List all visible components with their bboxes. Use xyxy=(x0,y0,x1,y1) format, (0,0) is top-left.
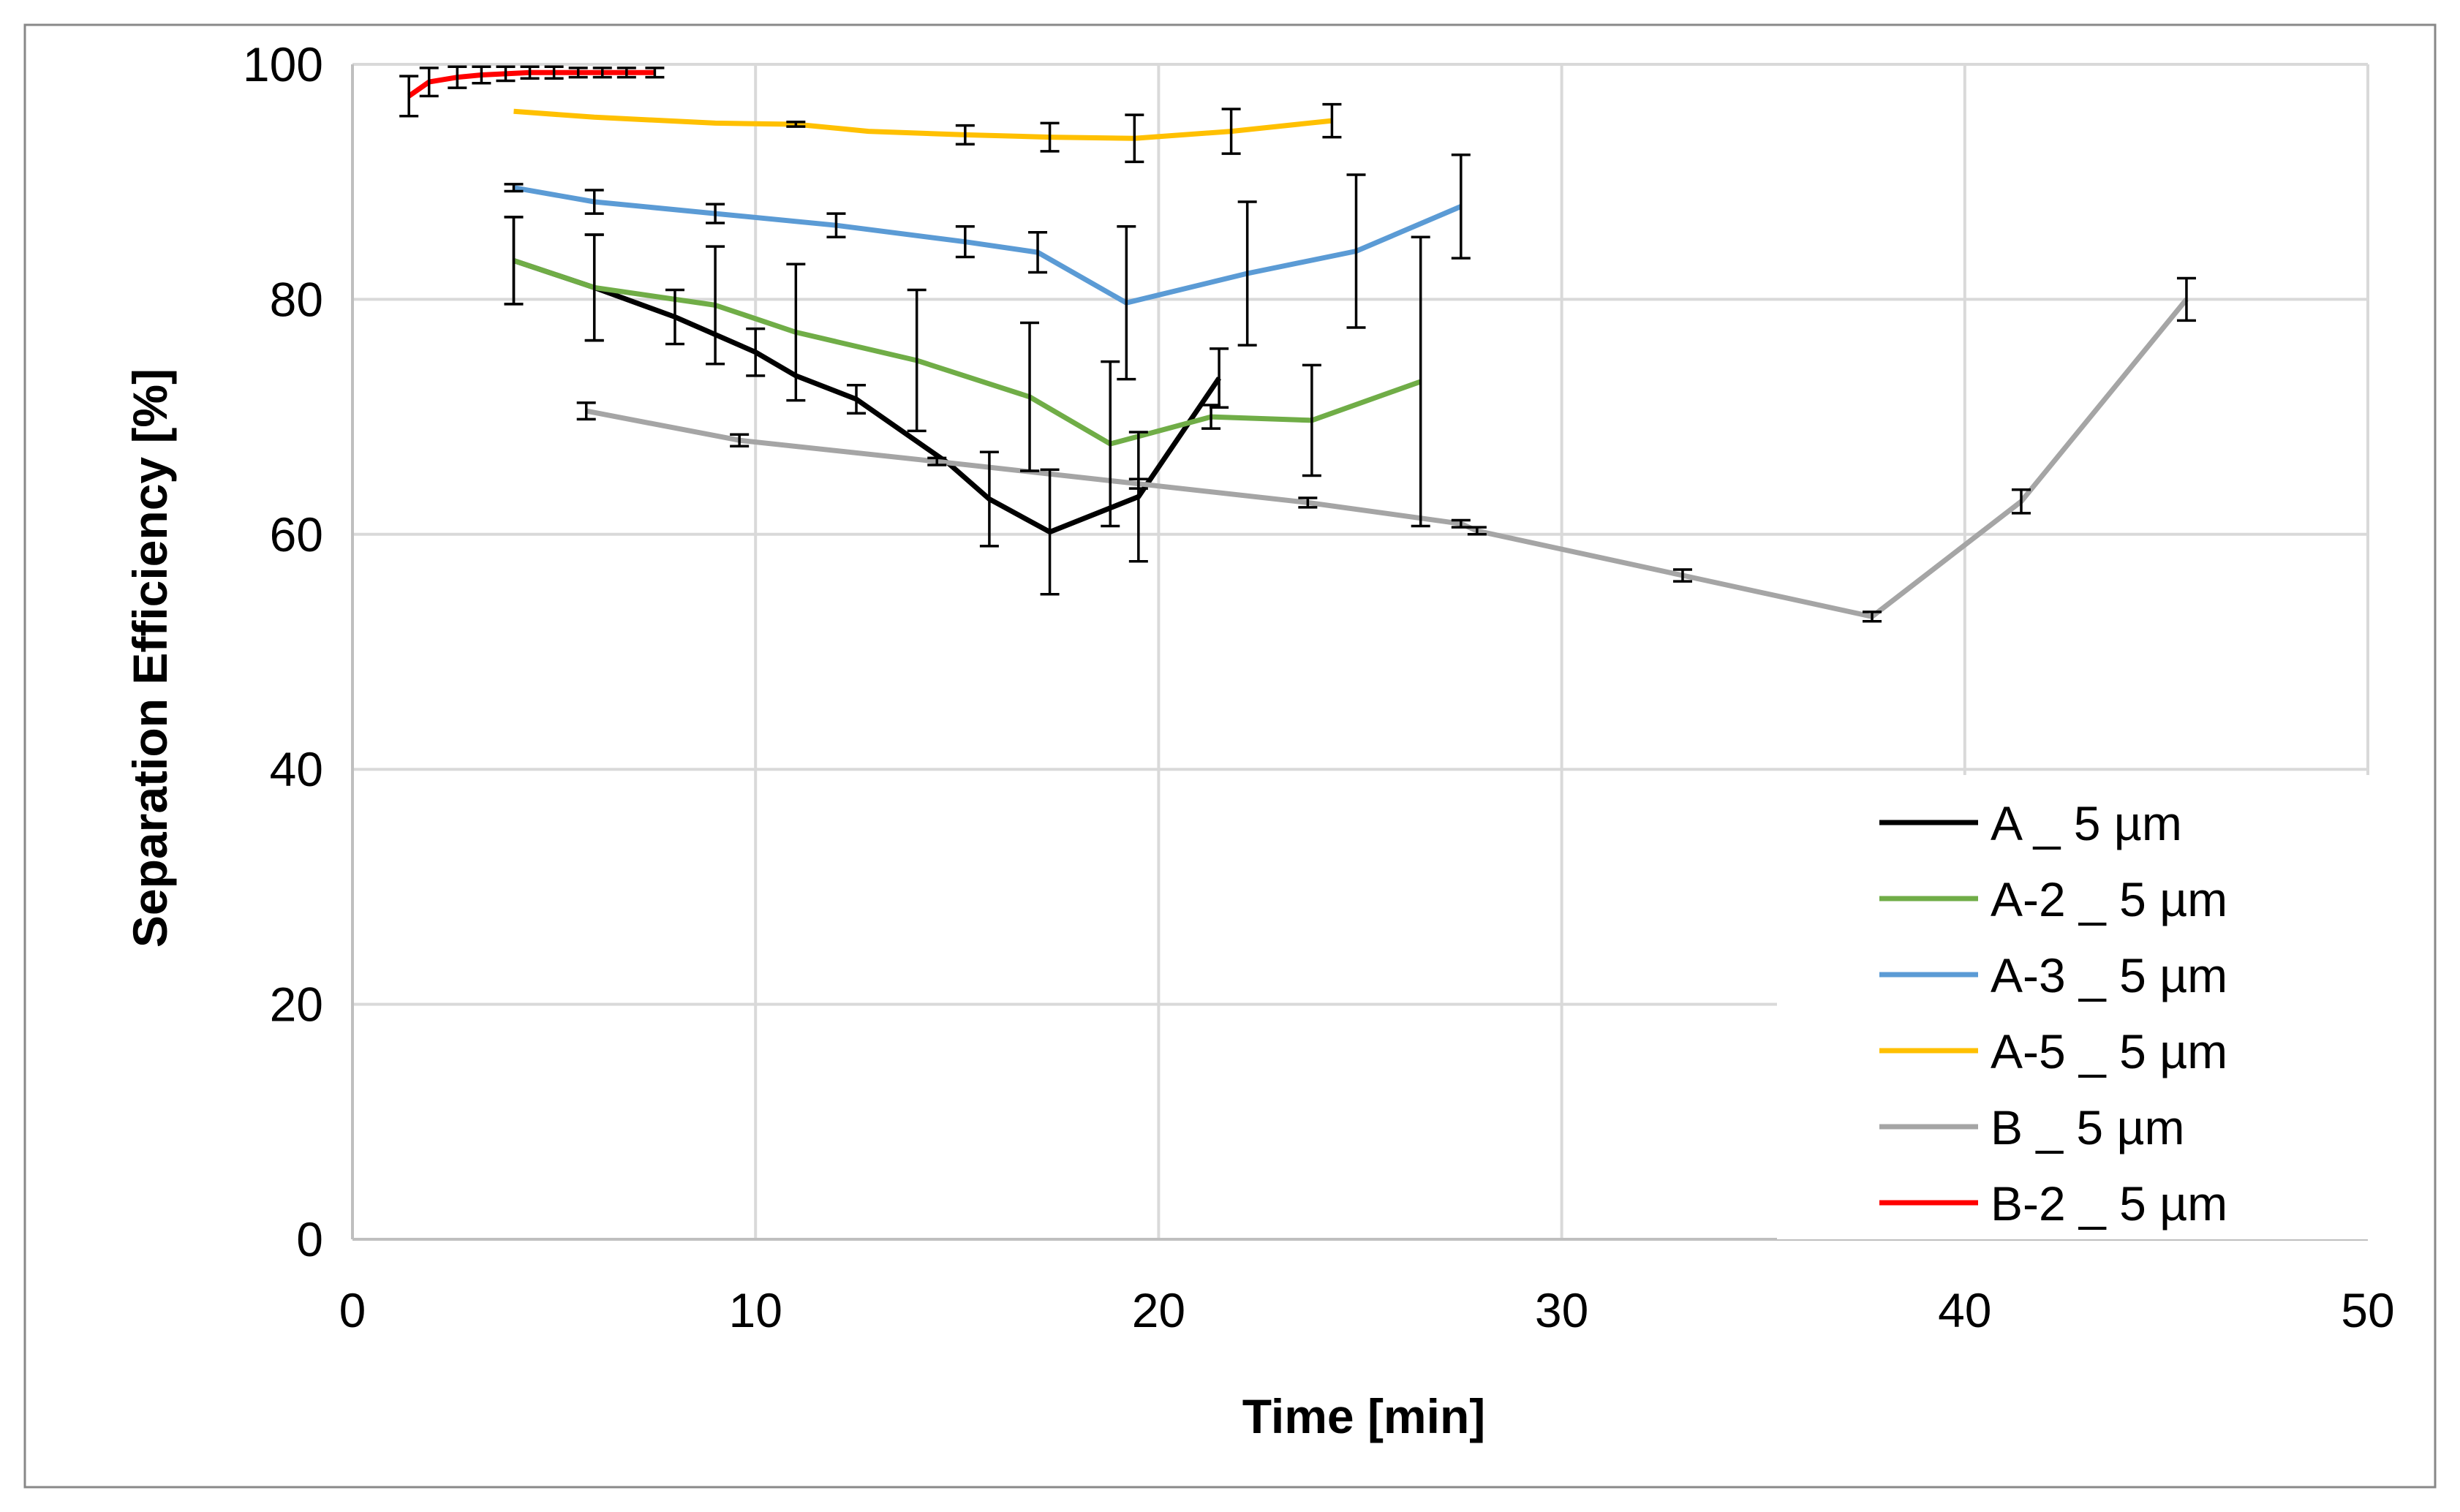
series-line-4 xyxy=(513,108,1332,141)
legend-entry-label: A-2 _ 5 µm xyxy=(1991,872,2227,926)
series-line-3 xyxy=(513,185,1463,306)
x-tick-label: 20 xyxy=(1132,1283,1185,1337)
tick-labels: 0 20 40 60 80 100 0 10 20 30 40 50 xyxy=(243,37,2395,1337)
y-axis-title: Separation Efficiency [%] xyxy=(123,368,177,948)
chart-border xyxy=(23,23,2437,1489)
legend-entry-label: B-2 _ 5 µm xyxy=(1991,1176,2227,1231)
y-tick-label: 60 xyxy=(270,507,323,562)
legend-entry-label: A-3 _ 5 µm xyxy=(1991,948,2227,1002)
legend-box xyxy=(1777,775,2377,1239)
y-tick-label: 0 xyxy=(296,1212,323,1266)
error-bars xyxy=(399,65,2196,623)
y-tick-label: 20 xyxy=(270,978,323,1032)
x-tick-label: 10 xyxy=(728,1283,782,1337)
series-line-2 xyxy=(513,258,1422,447)
legend-entry-label: B _ 5 µm xyxy=(1991,1100,2184,1154)
legend: A _ 5 µm A-2 _ 5 µm A-3 _ 5 µm A-5 _ 5 µm B … xyxy=(1777,775,2377,1239)
x-tick-label: 30 xyxy=(1535,1283,1588,1337)
x-tick-label: 40 xyxy=(1938,1283,1991,1337)
y-tick-label: 100 xyxy=(243,37,323,91)
y-tick-label: 40 xyxy=(270,742,323,796)
x-tick-label: 0 xyxy=(339,1283,366,1337)
x-axis-title: Time [min] xyxy=(1242,1389,1485,1443)
y-tick-label: 80 xyxy=(270,272,323,326)
legend-entry-label: A _ 5 µm xyxy=(1991,796,2182,850)
legend-entry-label: A-5 _ 5 µm xyxy=(1991,1024,2227,1078)
x-tick-label: 50 xyxy=(2341,1283,2394,1337)
